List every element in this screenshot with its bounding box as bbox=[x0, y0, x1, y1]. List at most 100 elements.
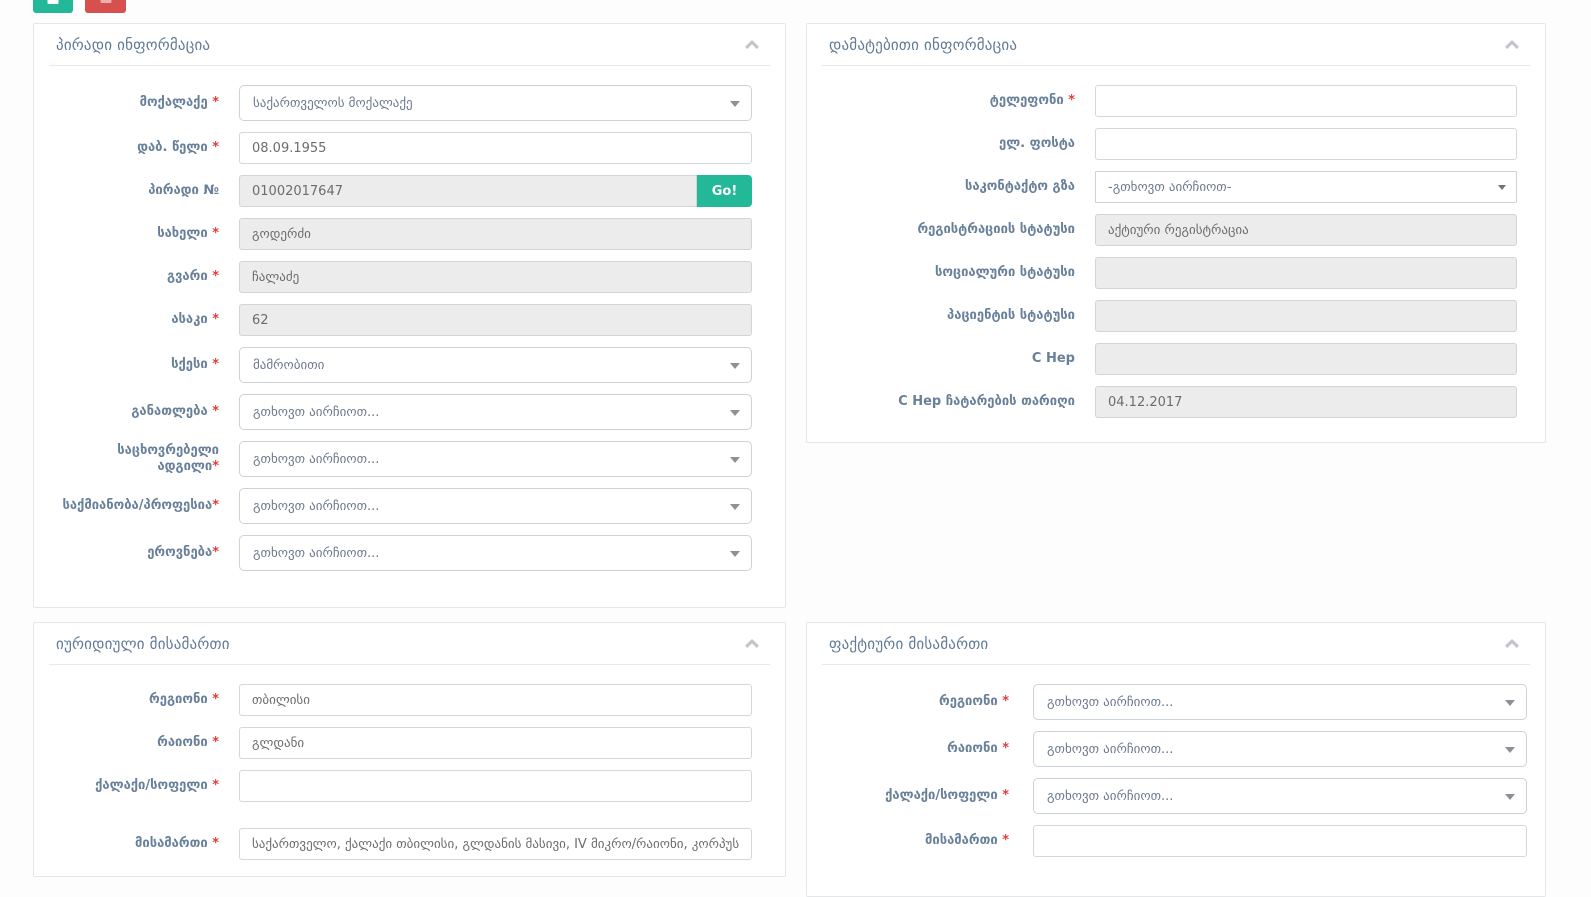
collapse-toggle[interactable] bbox=[741, 635, 763, 652]
delete-icon bbox=[100, 0, 111, 3]
panel-title: დამატებითი ინფორმაცია bbox=[829, 35, 1018, 54]
caret-down-icon bbox=[730, 101, 740, 107]
registration-status-input bbox=[1095, 214, 1517, 246]
field-label: ასაკი * bbox=[171, 311, 219, 327]
panel-actual-address: ფაქტიური მისამართი რეგიონი * გთხოვთ აირჩ… bbox=[806, 622, 1546, 897]
actual-region-dropdown[interactable]: გთხოვთ აირჩიოთ... bbox=[1033, 684, 1527, 720]
citizen-dropdown[interactable]: საქართველოს მოქალაქე bbox=[239, 85, 752, 121]
field-label: სქესი * bbox=[171, 356, 219, 372]
caret-down-icon bbox=[730, 457, 740, 463]
dropdown-value: გთხოვთ აირჩიოთ... bbox=[1047, 694, 1174, 710]
go-button[interactable]: Go! bbox=[697, 175, 752, 207]
legal-region-input[interactable] bbox=[239, 684, 752, 716]
form-row-phone: ტელეფონი * bbox=[807, 85, 1545, 117]
legal-address-input[interactable] bbox=[239, 828, 752, 860]
form-row-district: რაიონი * გთხოვთ აირჩიოთ... bbox=[807, 731, 1545, 767]
dropdown-value: გთხოვთ აირჩიოთ... bbox=[253, 545, 380, 561]
education-dropdown[interactable]: გთხოვთ აირჩიოთ... bbox=[239, 394, 752, 430]
form-row-citizen: მოქალაქე * საქართველოს მოქალაქე bbox=[34, 85, 785, 121]
email-input[interactable] bbox=[1095, 128, 1517, 160]
field-label: პაციენტის სტატუსი bbox=[947, 307, 1075, 323]
delete-button[interactable] bbox=[85, 0, 126, 13]
first-name-input bbox=[239, 218, 752, 250]
save-icon bbox=[47, 0, 59, 4]
nationality-dropdown[interactable]: გთხოვთ აირჩიოთ... bbox=[239, 535, 752, 571]
field-label: საცხოვრებელი ადგილი* bbox=[117, 442, 219, 474]
additional-form: ტელეფონი * ელ. ფოსტა საკონტაქტო გზა -გთხ… bbox=[807, 66, 1545, 418]
panel-title: ფაქტიური მისამართი bbox=[829, 634, 989, 653]
occupation-dropdown[interactable]: გთხოვთ აირჩიოთ... bbox=[239, 488, 752, 524]
actual-city-dropdown[interactable]: გთხოვთ აირჩიოთ... bbox=[1033, 778, 1527, 814]
field-label: დაბ. წელი * bbox=[137, 139, 219, 155]
form-row-email: ელ. ფოსტა bbox=[807, 128, 1545, 160]
select-value: -გთხოვთ აირჩიოთ- bbox=[1108, 179, 1232, 195]
residence-dropdown[interactable]: გთხოვთ აირჩიოთ... bbox=[239, 441, 752, 477]
caret-down-icon bbox=[730, 410, 740, 416]
panel-legal-header: იურიდიული მისამართი bbox=[49, 623, 770, 665]
form-row-district: რაიონი * bbox=[34, 727, 785, 759]
caret-down-icon bbox=[1505, 794, 1515, 800]
caret-down-icon bbox=[1498, 185, 1506, 190]
c-hep-input bbox=[1095, 343, 1517, 375]
panel-actual-header: ფაქტიური მისამართი bbox=[822, 623, 1530, 665]
field-label: რაიონი * bbox=[157, 734, 219, 750]
field-label: განათლება * bbox=[131, 403, 219, 419]
form-row-city-village: ქალაქი/სოფელი * გთხოვთ აირჩიოთ... bbox=[807, 778, 1545, 814]
form-row-birth-year: დაბ. წელი * bbox=[34, 132, 785, 164]
form-row-occupation: საქმიანობა/პროფესია* გთხოვთ აირჩიოთ... bbox=[34, 488, 785, 524]
dropdown-value: გთხოვთ აირჩიოთ... bbox=[253, 404, 380, 420]
field-label: ეროვნება* bbox=[147, 544, 219, 560]
actual-district-dropdown[interactable]: გთხოვთ აირჩიოთ... bbox=[1033, 731, 1527, 767]
chevron-up-icon bbox=[745, 40, 759, 49]
collapse-toggle[interactable] bbox=[1501, 635, 1523, 652]
form-row-region: რეგიონი * გთხოვთ აირჩიოთ... bbox=[807, 684, 1545, 720]
save-button[interactable] bbox=[33, 0, 73, 13]
form-row-c-hep-date: C Hep ჩატარების თარიღი bbox=[807, 386, 1545, 418]
caret-down-icon bbox=[730, 551, 740, 557]
sex-dropdown[interactable]: მამრობითი bbox=[239, 347, 752, 383]
legal-district-input[interactable] bbox=[239, 727, 752, 759]
field-label: ქალაქი/სოფელი * bbox=[95, 777, 219, 793]
phone-input[interactable] bbox=[1095, 85, 1517, 117]
dropdown-value: გთხოვთ აირჩიოთ... bbox=[1047, 788, 1174, 804]
panel-legal-address: იურიდიული მისამართი რეგიონი * რაიონი * ქ… bbox=[33, 622, 786, 877]
social-status-input bbox=[1095, 257, 1517, 289]
dropdown-value: გთხოვთ აირჩიოთ... bbox=[253, 498, 380, 514]
chevron-up-icon bbox=[1505, 40, 1519, 49]
form-row-address: მისამართი * bbox=[34, 828, 785, 860]
panel-additional-info: დამატებითი ინფორმაცია ტელეფონი * ელ. ფოს… bbox=[806, 23, 1546, 443]
field-label: მოქალაქე * bbox=[139, 94, 219, 110]
actual-address-input[interactable] bbox=[1033, 825, 1527, 857]
legal-address-form: რეგიონი * რაიონი * ქალაქი/სოფელი * მისამ… bbox=[34, 665, 785, 860]
form-row-first-name: სახელი * bbox=[34, 218, 785, 250]
contact-way-select[interactable]: -გთხოვთ აირჩიოთ- bbox=[1095, 171, 1517, 203]
form-row-patient-status: პაციენტის სტატუსი bbox=[807, 300, 1545, 332]
caret-down-icon bbox=[1505, 747, 1515, 753]
legal-city-input[interactable] bbox=[239, 770, 752, 802]
chevron-up-icon bbox=[1505, 639, 1519, 648]
last-name-input bbox=[239, 261, 752, 293]
collapse-toggle[interactable] bbox=[1501, 36, 1523, 53]
field-label: C Hep bbox=[1031, 350, 1075, 366]
dropdown-value: გთხოვთ აირჩიოთ... bbox=[253, 451, 380, 467]
form-row-contact-way: საკონტაქტო გზა -გთხოვთ აირჩიოთ- bbox=[807, 171, 1545, 203]
form-row-region: რეგიონი * bbox=[34, 684, 785, 716]
panel-additional-header: დამატებითი ინფორმაცია bbox=[822, 24, 1530, 66]
panel-title: იურიდიული მისამართი bbox=[56, 634, 230, 653]
form-row-address: მისამართი * bbox=[807, 825, 1545, 857]
form-row-social-status: სოციალური სტატუსი bbox=[807, 257, 1545, 289]
field-label: გვარი * bbox=[167, 268, 219, 284]
collapse-toggle[interactable] bbox=[741, 36, 763, 53]
form-row-sex: სქესი * მამრობითი bbox=[34, 347, 785, 383]
caret-down-icon bbox=[1505, 700, 1515, 706]
form-row-education: განათლება * გთხოვთ აირჩიოთ... bbox=[34, 394, 785, 430]
field-label: რეგიონი * bbox=[939, 693, 1009, 709]
field-label: საქმიანობა/პროფესია* bbox=[62, 497, 219, 513]
panel-personal-header: პირადი ინფორმაცია bbox=[49, 24, 770, 66]
birth-year-input[interactable] bbox=[239, 132, 752, 164]
form-row-registration-status: რეგისტრაციის სტატუსი bbox=[807, 214, 1545, 246]
field-label: მისამართი * bbox=[134, 835, 219, 851]
age-input bbox=[239, 304, 752, 336]
field-label: ქალაქი/სოფელი * bbox=[885, 787, 1009, 803]
actual-address-form: რეგიონი * გთხოვთ აირჩიოთ... რაიონი * გთხ… bbox=[807, 665, 1545, 857]
